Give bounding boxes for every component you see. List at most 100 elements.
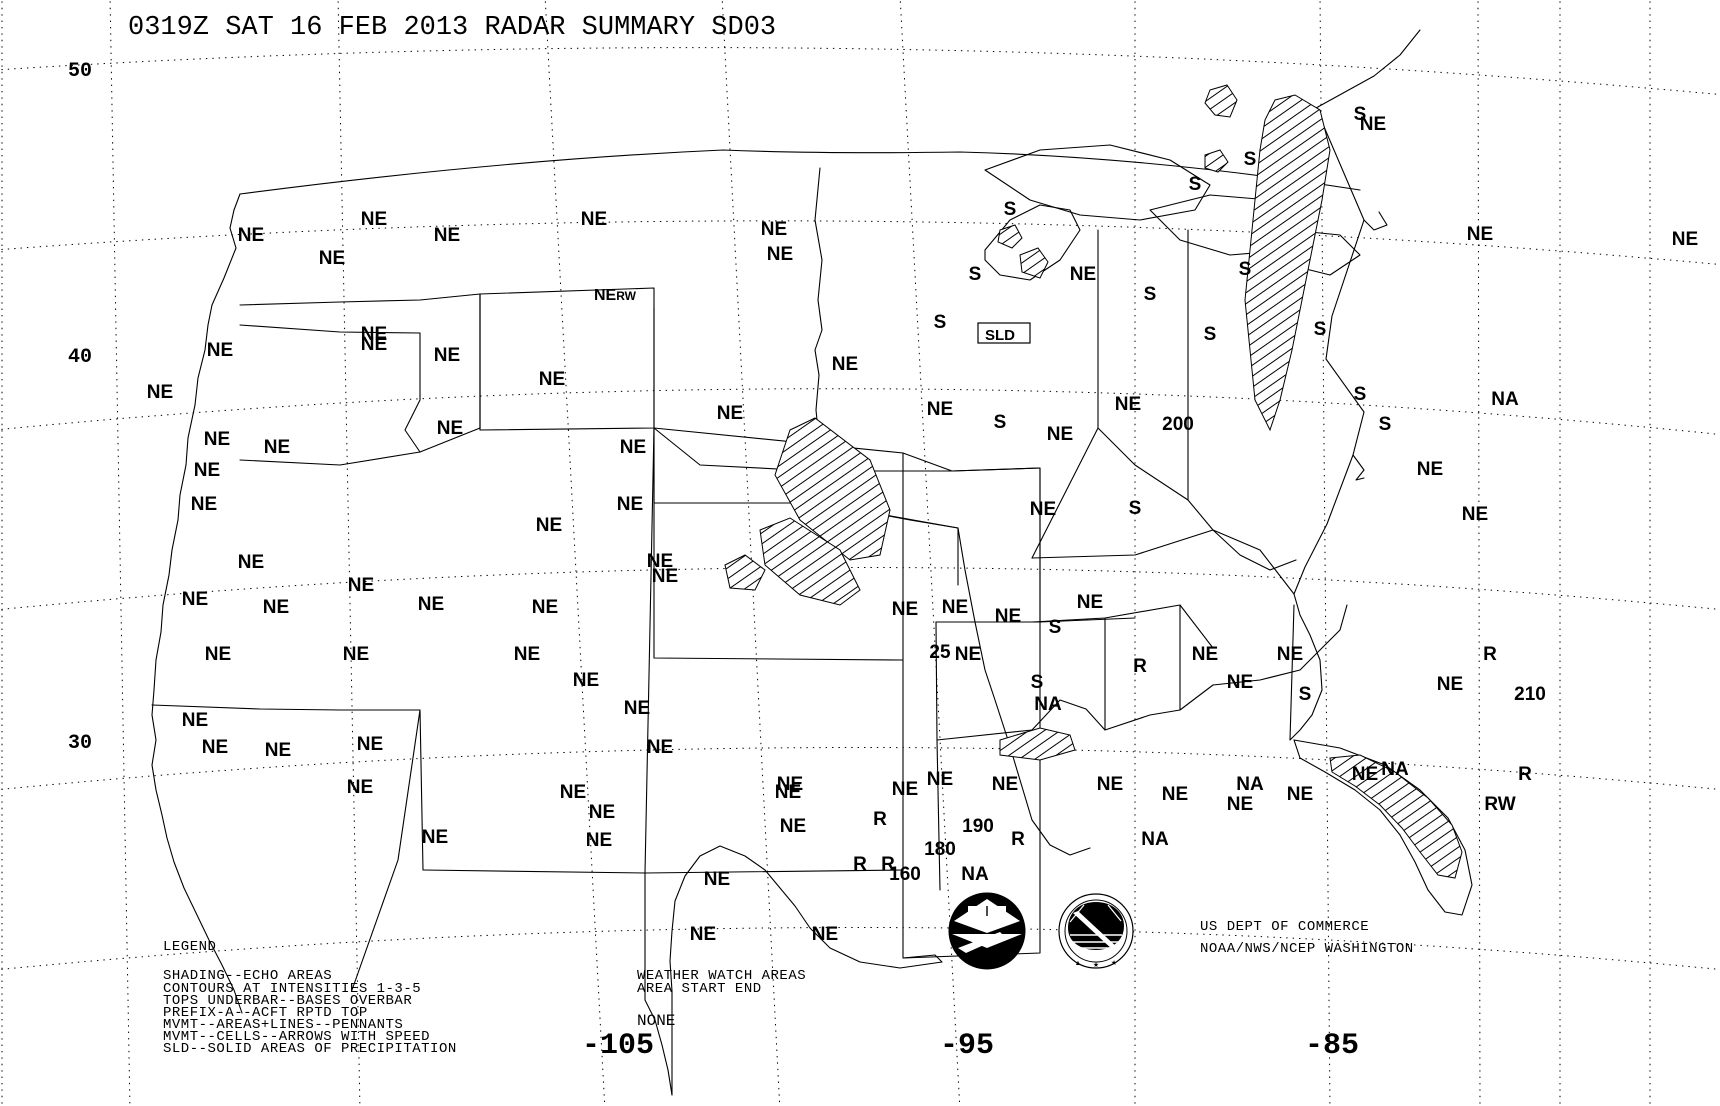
svg-text:S: S <box>1299 684 1312 705</box>
svg-text:-85: -85 <box>1305 1029 1359 1063</box>
svg-text:NE: NE <box>263 597 289 618</box>
svg-text:NE: NE <box>942 597 968 618</box>
svg-text:S: S <box>1129 498 1142 519</box>
svg-text:NE: NE <box>812 924 838 945</box>
svg-text:NE: NE <box>434 345 460 366</box>
svg-text:NE: NE <box>194 460 220 481</box>
svg-text:▲: ▲ <box>1075 960 1082 967</box>
svg-text:NE: NE <box>892 599 918 620</box>
svg-text:NE: NE <box>265 740 291 761</box>
svg-text:AREA START END: AREA START END <box>637 981 762 997</box>
svg-text:RW: RW <box>1484 794 1515 815</box>
svg-text:★: ★ <box>1093 961 1099 969</box>
svg-text:S: S <box>1049 617 1062 638</box>
svg-text:NOAA/NWS/NCEP WASHINGTON: NOAA/NWS/NCEP WASHINGTON <box>1200 941 1414 957</box>
svg-text:NE: NE <box>437 418 463 439</box>
svg-text:NE: NE <box>532 597 558 618</box>
svg-text:S: S <box>1189 174 1202 195</box>
svg-text:NE: NE <box>1437 674 1463 695</box>
svg-text:210: 210 <box>1514 684 1546 705</box>
svg-text:NE: NE <box>560 782 586 803</box>
svg-text:NA: NA <box>1381 759 1409 780</box>
svg-text:30: 30 <box>68 732 92 755</box>
svg-text:NE: NE <box>182 589 208 610</box>
svg-text:R: R <box>1483 644 1497 665</box>
svg-text:NE: NE <box>589 802 615 823</box>
svg-text:S: S <box>1239 259 1252 280</box>
svg-text:NE: NE <box>202 737 228 758</box>
svg-text:NE: NE <box>1417 459 1443 480</box>
svg-text:NE: NE <box>995 606 1021 627</box>
svg-text:NE: NE <box>992 774 1018 795</box>
svg-text:S: S <box>1354 384 1367 405</box>
svg-text:NE: NE <box>780 816 806 837</box>
svg-text:NA: NA <box>1141 829 1169 850</box>
svg-text:NE: NE <box>1352 764 1378 785</box>
svg-text:NE: NE <box>147 382 173 403</box>
svg-text:NE: NE <box>434 225 460 246</box>
svg-text:R: R <box>1133 656 1147 677</box>
svg-text:NA: NA <box>961 864 989 885</box>
svg-text:S: S <box>1354 104 1367 125</box>
svg-text:NE: NE <box>955 644 981 665</box>
svg-text:NE: NE <box>573 670 599 691</box>
svg-text:NE: NE <box>207 340 233 361</box>
svg-text:S: S <box>1314 319 1327 340</box>
svg-text:NERW: NERW <box>594 287 637 304</box>
svg-text:50: 50 <box>68 60 92 83</box>
svg-text:R: R <box>853 854 867 875</box>
svg-text:NE: NE <box>717 403 743 424</box>
svg-text:NE: NE <box>238 225 264 246</box>
svg-text:LEGEND: LEGEND <box>163 939 216 955</box>
svg-text:NE: NE <box>1227 672 1253 693</box>
svg-text:NE: NE <box>1070 264 1096 285</box>
svg-text:NE: NE <box>1077 592 1103 613</box>
svg-text:NE: NE <box>767 244 793 265</box>
svg-text:200: 200 <box>1162 414 1194 435</box>
svg-text:NE: NE <box>690 924 716 945</box>
svg-text:NE: NE <box>238 552 264 573</box>
svg-text:NE: NE <box>1162 784 1188 805</box>
svg-text:NE: NE <box>617 494 643 515</box>
svg-text:NE: NE <box>343 644 369 665</box>
svg-text:R: R <box>1518 764 1532 785</box>
svg-text:NE: NE <box>347 777 373 798</box>
svg-text:NE: NE <box>892 779 918 800</box>
svg-text:40: 40 <box>68 346 92 369</box>
svg-text:NE: NE <box>581 209 607 230</box>
svg-text:NE: NE <box>191 494 217 515</box>
svg-text:NA: NA <box>1491 389 1519 410</box>
svg-text:NE: NE <box>422 827 448 848</box>
svg-text:NE: NE <box>514 644 540 665</box>
svg-text:180: 180 <box>924 839 956 860</box>
svg-text:NE: NE <box>761 219 787 240</box>
svg-text:NE: NE <box>1192 644 1218 665</box>
svg-text:NE: NE <box>1227 794 1253 815</box>
svg-text:NE: NE <box>647 737 673 758</box>
svg-text:0319Z SAT 16 FEB 2013 RADAR SU: 0319Z SAT 16 FEB 2013 RADAR SUMMARY SD03 <box>128 13 776 43</box>
svg-text:US DEPT OF COMMERCE: US DEPT OF COMMERCE <box>1200 919 1369 935</box>
svg-text:★: ★ <box>1111 959 1117 967</box>
svg-text:S: S <box>1379 414 1392 435</box>
svg-text:NE: NE <box>1115 394 1141 415</box>
svg-text:-105: -105 <box>582 1029 654 1063</box>
svg-text:S: S <box>1244 149 1257 170</box>
svg-text:NE: NE <box>205 644 231 665</box>
svg-text:NE: NE <box>1030 499 1056 520</box>
svg-text:NE: NE <box>652 566 678 587</box>
svg-text:NE: NE <box>204 429 230 450</box>
svg-text:S: S <box>1031 672 1044 693</box>
svg-text:25: 25 <box>929 642 951 663</box>
svg-text:NE: NE <box>264 437 290 458</box>
svg-text:160: 160 <box>889 864 921 885</box>
svg-text:NE: NE <box>361 324 387 345</box>
svg-text:NE: NE <box>620 437 646 458</box>
svg-text:NE: NE <box>1287 784 1313 805</box>
svg-text:NA: NA <box>1034 694 1062 715</box>
svg-text:-95: -95 <box>940 1029 994 1063</box>
svg-text:NE: NE <box>418 594 444 615</box>
svg-text:S: S <box>934 312 947 333</box>
svg-text:NA: NA <box>1236 774 1264 795</box>
svg-text:190: 190 <box>962 816 994 837</box>
svg-text:NE: NE <box>1462 504 1488 525</box>
